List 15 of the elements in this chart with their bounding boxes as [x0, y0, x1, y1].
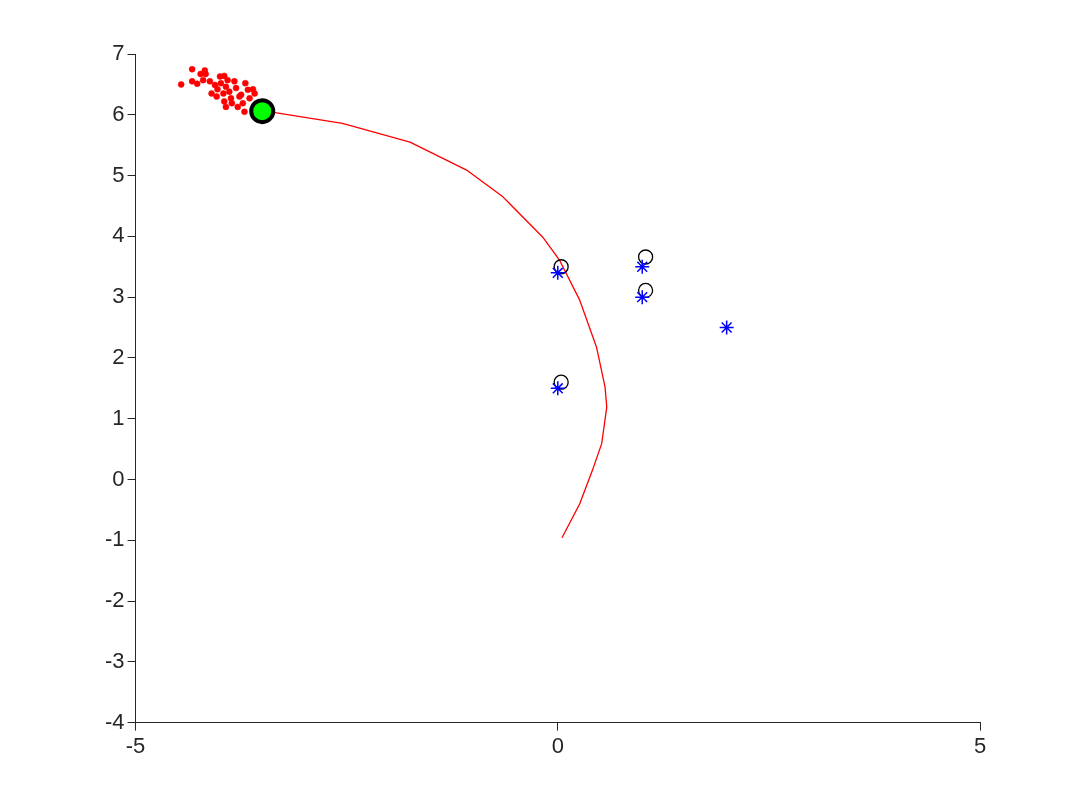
y-tick-label: 7: [112, 40, 125, 66]
x-tick-label: -5: [125, 732, 146, 758]
x-tick-label: 0: [551, 732, 564, 758]
y-tick-label: 4: [112, 222, 125, 248]
y-tick-label: 0: [112, 465, 125, 491]
y-tick-label: 2: [112, 343, 125, 369]
y-tick-label: 5: [112, 161, 125, 187]
y-tick-label: -1: [105, 526, 125, 552]
x-tick-label: 5: [973, 732, 987, 758]
y-tick-label: 3: [112, 283, 125, 309]
y-tick-label: -2: [105, 587, 125, 613]
y-tick-label: 1: [112, 404, 125, 430]
y-tick-label: -3: [105, 647, 125, 673]
y-tick-label: 6: [112, 100, 125, 126]
y-tick-label: -4: [105, 708, 125, 734]
